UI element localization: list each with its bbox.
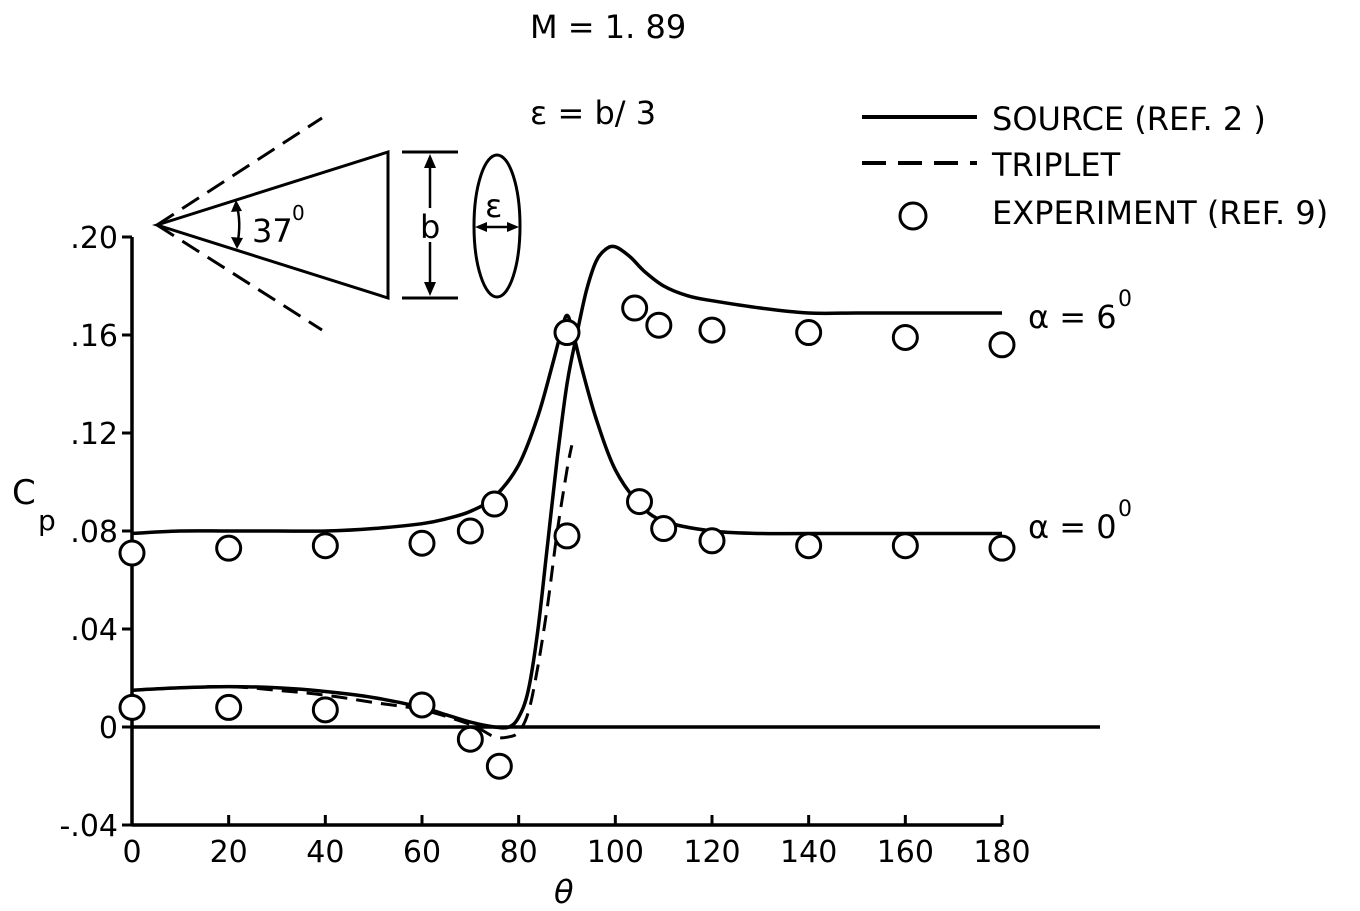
experiment-point	[891, 532, 919, 560]
alpha-0-superscript: 0	[1118, 497, 1132, 522]
experiment-point	[456, 725, 484, 753]
wing-inset-sketch: 37 0 b ε	[152, 116, 522, 332]
experiment-point	[988, 534, 1016, 562]
x-tick-label: 40	[306, 835, 344, 870]
y-tick-label: 0	[99, 711, 118, 746]
alpha-6-label: α = 6	[1028, 298, 1117, 336]
legend-source-label: SOURCE (REF. 2 )	[992, 100, 1266, 138]
y-tick-label: .08	[70, 515, 118, 550]
x-tick-label: 80	[500, 835, 538, 870]
legend-experiment-marker	[898, 201, 928, 231]
y-tick-label: .20	[70, 221, 118, 256]
x-tick-label: 60	[403, 835, 441, 870]
experiment-point	[118, 693, 146, 721]
inset-angle-superscript: 0	[292, 201, 305, 225]
y-tick-label: .12	[70, 417, 118, 452]
experiment-point	[698, 316, 726, 344]
experiment-point	[485, 752, 513, 780]
inset-thickness-label: ε	[485, 187, 502, 225]
x-tick-label: 120	[683, 835, 740, 870]
y-axis-ticks: .20 .16 .12 .08 .04 0 -.04	[59, 221, 132, 844]
x-tick-label: 0	[122, 835, 141, 870]
y-tick-label: .04	[70, 613, 118, 648]
experiment-point	[481, 490, 508, 518]
x-tick-label: 160	[877, 835, 934, 870]
inset-span-label: b	[420, 208, 440, 246]
experiment-point	[891, 323, 919, 351]
y-axis-title: C	[12, 473, 36, 513]
epsilon-ratio-label: ε = b/ 3	[530, 94, 656, 132]
experiment-point	[456, 517, 484, 545]
inset-angle-arrow-up	[231, 200, 242, 212]
experiment-point	[118, 539, 146, 567]
experiment-point	[698, 527, 726, 555]
x-tick-label: 100	[587, 835, 644, 870]
experiment-point	[988, 331, 1016, 359]
experiment-point	[650, 515, 678, 543]
alpha-0-label: α = 0	[1028, 508, 1117, 546]
inset-wing-triangle	[152, 149, 390, 301]
mach-number-label: M = 1. 89	[530, 8, 686, 46]
inset-mach-line-upper	[156, 116, 323, 227]
experiment-point	[215, 534, 243, 562]
inset-cross-section	[472, 153, 522, 299]
experiment-point	[626, 488, 653, 516]
inset-thickness-arrow-right	[507, 222, 519, 232]
inset-mach-line-lower	[156, 223, 323, 332]
x-tick-label: 140	[780, 835, 837, 870]
experiment-point	[553, 522, 581, 550]
experiment-point	[408, 529, 436, 557]
experiment-point	[408, 691, 436, 719]
inset-thickness-arrow-left	[475, 222, 487, 232]
x-tick-label: 20	[210, 835, 248, 870]
y-axis-title-subscript: p	[38, 504, 56, 537]
inset-angle-arrow-down	[231, 237, 243, 249]
x-axis-ticks: 0 20 40 60 80 100 120 140 160 180	[122, 815, 1031, 870]
experiment-point	[621, 294, 649, 322]
alpha-6-superscript: 0	[1118, 287, 1132, 312]
y-tick-label: .16	[70, 319, 118, 354]
experiment-point	[553, 319, 581, 347]
experiment-point	[795, 319, 823, 347]
experiment-point	[645, 311, 673, 339]
experiment-point	[795, 532, 823, 560]
x-tick-label: 180	[973, 835, 1030, 870]
legend: SOURCE (REF. 2 ) TRIPLET EXPERIMENT (REF…	[862, 100, 1328, 232]
legend-experiment-label: EXPERIMENT (REF. 9)	[992, 194, 1328, 232]
x-axis-title: θ	[554, 873, 574, 911]
legend-triplet-label: TRIPLET	[991, 146, 1121, 184]
experiment-point	[311, 532, 339, 560]
experiment-point	[215, 693, 243, 721]
experiment-points	[118, 294, 1016, 780]
experiment-point	[311, 696, 339, 724]
inset-span-arrow-up	[424, 154, 436, 168]
inset-span-arrow-down	[424, 282, 436, 296]
series-line-triplet_alpha6	[131, 445, 574, 740]
y-tick-label: -.04	[59, 809, 118, 844]
series-line-source_alpha6	[131, 244, 1002, 730]
inset-angle-label: 37	[252, 212, 293, 250]
series-line-source_alpha0	[131, 313, 1002, 536]
